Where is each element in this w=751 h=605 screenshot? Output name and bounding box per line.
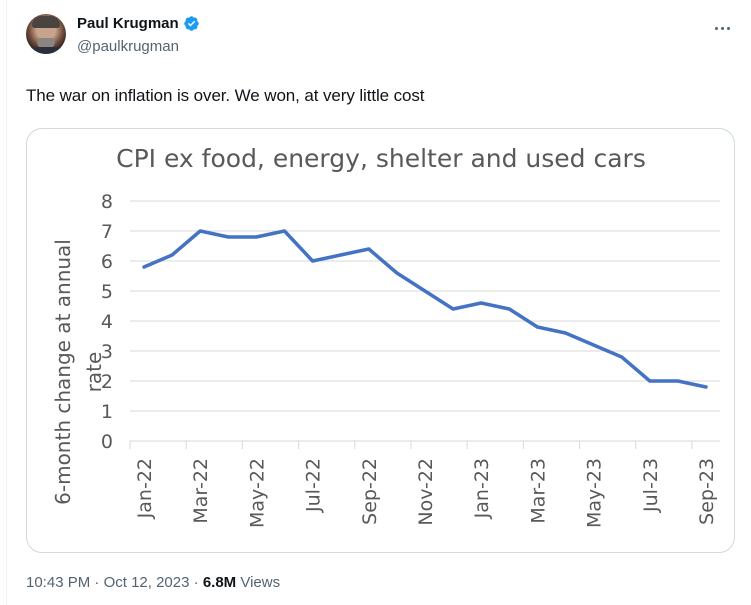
y-tick-label: 7 — [101, 221, 113, 243]
y-axis-label: 6-month change at annual rate — [51, 239, 106, 505]
data-point-Jul-22 — [311, 259, 315, 263]
x-tick-label: Jul-23 — [640, 458, 662, 513]
series-line — [142, 229, 708, 389]
separator: · — [90, 574, 104, 591]
x-tick-label: Mar-23 — [527, 458, 549, 524]
x-tick-label: May-22 — [246, 458, 268, 528]
x-axis-ticks — [129, 441, 693, 449]
more-horizontal-icon-dot — [726, 26, 730, 30]
x-tick-label: Sep-23 — [696, 458, 718, 525]
x-tick-label: Jan-22 — [134, 458, 156, 519]
gridlines — [130, 200, 720, 442]
x-tick-label: May-23 — [584, 458, 606, 528]
line-chart: CPI ex food, energy, shelter and used ca… — [51, 144, 720, 528]
avatar-hair — [32, 16, 60, 28]
data-point-Mar-23 — [535, 325, 539, 329]
y-tick-label: 6 — [101, 251, 113, 273]
y-tick-label: 5 — [101, 281, 113, 303]
y-axis-label-line-1: 6-month change at annual — [51, 239, 75, 505]
author-name[interactable]: Paul Krugman — [77, 15, 179, 32]
data-point-Apr-22 — [226, 235, 230, 239]
data-point-Jun-23 — [620, 355, 624, 359]
tweet-media-chart[interactable]: CPI ex food, energy, shelter and used ca… — [26, 128, 735, 553]
data-point-Feb-22 — [170, 253, 174, 257]
tweet-text: The war on inflation is over. We won, at… — [26, 86, 425, 105]
data-point-May-23 — [592, 343, 596, 347]
y-tick-label: 4 — [101, 311, 113, 333]
data-point-Sep-22 — [367, 247, 371, 251]
y-tick-label: 3 — [101, 341, 113, 363]
author-name-row: Paul Krugman — [77, 15, 200, 32]
data-point-Feb-23 — [507, 307, 511, 311]
avatar[interactable] — [26, 14, 66, 54]
data-point-Aug-22 — [339, 253, 343, 257]
data-point-Apr-23 — [563, 331, 567, 335]
y-tick-label: 8 — [101, 191, 113, 213]
x-tick-label: Nov-22 — [415, 458, 437, 526]
data-point-Oct-22 — [395, 271, 399, 275]
data-point-Jan-22 — [142, 265, 146, 269]
views-count: 6.8M — [202, 574, 237, 591]
chart-title: CPI ex food, energy, shelter and used ca… — [116, 144, 646, 173]
verified-badge-icon — [183, 16, 199, 31]
data-point-Jun-22 — [283, 229, 287, 233]
data-point-Aug-23 — [676, 379, 680, 383]
tweet-footer: 10:43 PM · Oct 12, 2023 · 6.8M Views — [26, 574, 280, 591]
tweet-time: 10:43 PM — [26, 574, 91, 591]
data-point-Nov-22 — [423, 289, 427, 293]
data-point-Jul-23 — [648, 379, 652, 383]
avatar-shirt — [26, 47, 66, 54]
y-tick-labels: 0 1 2 3 4 5 6 7 8 — [101, 191, 113, 453]
y-axis-label-line-2: rate — [82, 352, 106, 393]
x-tick-label: Mar-22 — [190, 458, 212, 524]
more-horizontal-icon-dot — [720, 26, 724, 30]
timeline-border — [6, 0, 7, 605]
y-tick-label: 2 — [101, 371, 113, 393]
more-horizontal-icon-dot — [714, 26, 718, 30]
x-tick-label: Sep-22 — [359, 458, 381, 525]
views[interactable]: 6.8M Views — [203, 574, 280, 591]
tweet-time-link[interactable]: 10:43 PM · Oct 12, 2023 — [26, 574, 189, 591]
data-point-Sep-23 — [704, 385, 708, 389]
data-point-Dec-22 — [451, 307, 455, 311]
author-handle[interactable]: @paulkrugman — [77, 38, 179, 55]
separator: · — [189, 574, 203, 591]
data-points — [142, 229, 708, 389]
tweet-date: Oct 12, 2023 — [103, 574, 190, 591]
data-point-May-22 — [254, 235, 258, 239]
y-tick-label: 0 — [101, 431, 113, 453]
data-point-Mar-22 — [198, 229, 202, 233]
x-tick-labels: Jan-22 Mar-22 May-22 Jul-22 Sep-22 Nov-22 Jan-… — [134, 458, 718, 528]
x-tick-label: Jan-23 — [471, 458, 493, 519]
y-tick-label: 1 — [101, 401, 113, 423]
views-label: Views — [236, 574, 281, 591]
data-point-Jan-23 — [479, 301, 483, 305]
x-tick-label: Jul-22 — [303, 458, 325, 513]
more-options-button[interactable] — [710, 18, 734, 38]
